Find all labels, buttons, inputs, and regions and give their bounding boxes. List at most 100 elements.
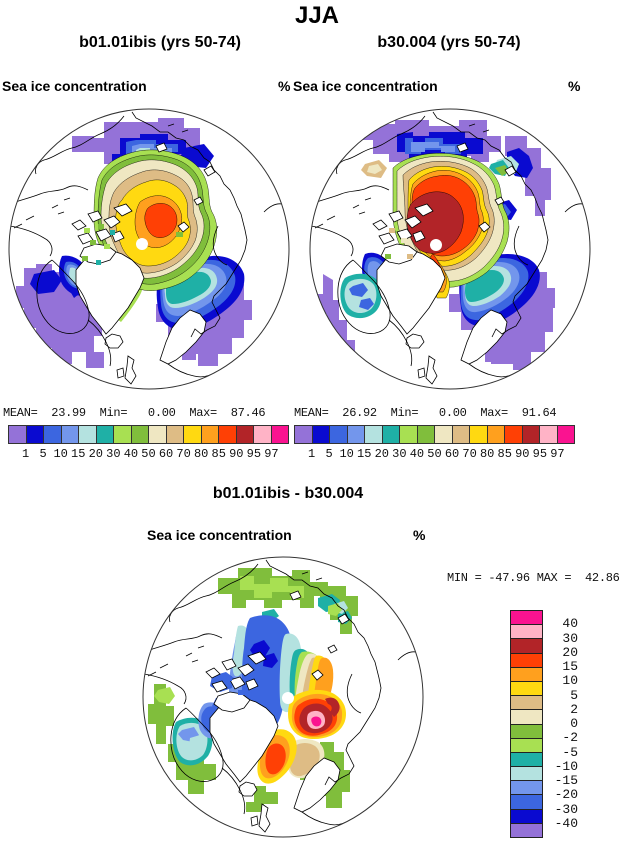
colorbar-tick-label: 40 [562, 616, 578, 632]
contour-region [359, 298, 374, 310]
coastline [425, 355, 438, 385]
colorbar-cell [511, 738, 542, 753]
colorbar-tick-label: 5 [39, 447, 47, 461]
contour-region [154, 687, 175, 704]
coastline [564, 203, 584, 213]
coastline [247, 651, 267, 665]
colorbar-cell [487, 426, 505, 443]
colorbar-cell [26, 426, 44, 443]
contour-region [30, 270, 62, 294]
colorbar-cell [511, 639, 542, 654]
coastline [388, 210, 404, 223]
colorbar-cell [511, 809, 542, 824]
colorbar-cell [61, 426, 79, 443]
coastline [169, 563, 259, 623]
colorbar-cell [114, 426, 132, 443]
colorbar-tick-label: -20 [554, 787, 578, 803]
diff-unit-label: % [413, 527, 426, 543]
coastline [13, 123, 189, 229]
map-boundary-circle [8, 108, 290, 390]
coastline [9, 225, 53, 257]
colorbar-tick-label: 85 [211, 447, 226, 461]
diff-colorbar [510, 610, 543, 838]
coastline [378, 232, 395, 245]
colorbar-cell [330, 426, 348, 443]
coastline [513, 225, 529, 266]
map-diff-panel [142, 556, 424, 838]
coastline [75, 249, 145, 335]
colorbar-cell [511, 823, 542, 837]
colorbar-tick-label: 10 [339, 447, 354, 461]
coastline [258, 803, 271, 833]
colorbar-tick-label: 60 [158, 447, 174, 461]
colorbar-tick-label: 15 [357, 447, 372, 461]
coastline [265, 559, 382, 786]
colorbar-cell [511, 795, 542, 810]
colorbar-tick-label: 40 [409, 447, 425, 461]
polar-map [142, 556, 424, 838]
colorbar-cell [219, 426, 237, 443]
right-colorbar [294, 425, 575, 444]
colorbar-cell [435, 426, 453, 443]
colorbar-cell [511, 781, 542, 796]
coastline [193, 196, 204, 206]
coastline [124, 355, 137, 385]
colorbar-cell [271, 426, 288, 443]
colorbar-cell [511, 710, 542, 725]
colorbar-tick-label: 1 [21, 447, 30, 461]
coastline [177, 221, 190, 233]
coastline [289, 590, 302, 601]
colorbar-cell [452, 426, 470, 443]
coastline [263, 203, 283, 213]
coastline [245, 678, 259, 691]
coastline [250, 815, 259, 827]
right-colorbar-ticks: 1 5 10 15 20 30 40 50 60 70 80 85 90 95 97 [294, 447, 575, 463]
coastline [221, 658, 237, 671]
contour-region [401, 238, 407, 243]
colorbar-cell [511, 696, 542, 711]
coastline [36, 259, 90, 334]
polar-map [309, 108, 591, 390]
coastline [376, 249, 446, 335]
right-stats: MEAN= 26.92 Min= 0.00 Max= 91.64 [294, 406, 557, 420]
colorbar-tick-label: 95 [532, 447, 548, 461]
colorbar-tick-label: 10 [562, 673, 578, 689]
coastline [87, 210, 103, 223]
contour-region [263, 653, 278, 668]
coastline [310, 185, 390, 205]
colorbar-cell [166, 426, 184, 443]
coastline [337, 613, 350, 625]
right-panel-title: b30.004 (yrs 50-74) [377, 34, 521, 51]
colorbar-tick-label: -30 [554, 801, 578, 817]
colorbar-cell [400, 426, 418, 443]
coastline [336, 115, 426, 175]
diff-colorbar-ticks: 40 30 20 15 10 5 2 0 -2 -5 -10 -15 -20 -30 -40 [548, 610, 578, 838]
colorbar-tick-label: -2 [562, 730, 578, 746]
coastline [113, 203, 133, 217]
coastline [221, 767, 246, 815]
contour-region [110, 230, 115, 235]
contour-region [84, 228, 90, 233]
colorbar-tick-label: 2 [570, 701, 578, 717]
colorbar-cell [540, 426, 558, 443]
left-field-label: Sea ice concentration [2, 78, 147, 94]
colorbar-cell [511, 752, 542, 768]
coastline [103, 215, 121, 229]
diff-field-label: Sea ice concentration [147, 527, 292, 543]
coastline [396, 228, 413, 242]
colorbar-cell [254, 426, 272, 443]
contour-region [144, 203, 178, 238]
colorbar-cell [79, 426, 97, 443]
coastline [504, 165, 517, 177]
coastline [170, 707, 224, 782]
colorbar-tick-label: 40 [123, 447, 139, 461]
colorbar-cell [382, 426, 400, 443]
contour-region [96, 260, 101, 265]
colorbar-tick-label: 30 [392, 447, 407, 461]
colorbar-tick-label: 15 [71, 447, 86, 461]
coastline [211, 680, 228, 693]
coastline [314, 123, 490, 229]
coastline [229, 676, 246, 690]
colorbar-tick-label: 15 [562, 659, 578, 674]
colorbar-cell [131, 426, 149, 443]
